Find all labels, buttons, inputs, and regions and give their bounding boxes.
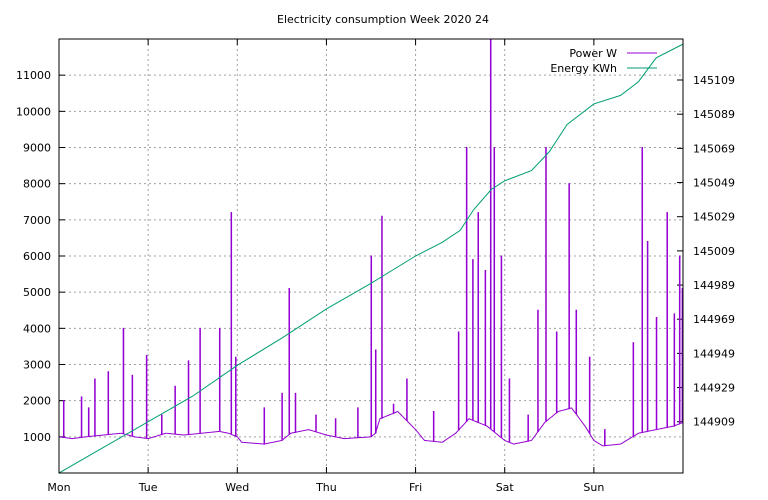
y-tick-label-right: 145109	[693, 74, 735, 87]
x-tick-label: Wed	[225, 481, 249, 494]
y-tick-label-right: 144929	[693, 382, 735, 395]
y-tick-label-right: 144969	[693, 313, 735, 326]
series-layer	[59, 39, 683, 473]
x-tick-label: Sat	[496, 481, 515, 494]
y-tick-label-left: 7000	[23, 214, 51, 227]
y-tick-label-left: 10000	[16, 105, 51, 118]
x-tick-label: Fri	[409, 481, 422, 494]
legend: Power W Energy KWh	[550, 47, 657, 75]
y-tick-label-left: 6000	[23, 250, 51, 263]
series-line-power	[59, 39, 683, 447]
y-tick-label-right: 145009	[693, 245, 735, 258]
series-line-energy	[59, 43, 683, 473]
chart-title: Electricity consumption Week 2020 24	[277, 13, 489, 26]
y-tick-label-left: 2000	[23, 395, 51, 408]
y-tick-label-left: 5000	[23, 286, 51, 299]
y-tick-label-left: 8000	[23, 178, 51, 191]
y-tick-label-left: 11000	[16, 69, 51, 82]
y-tick-label-right: 145049	[693, 177, 735, 190]
y-tick-label-left: 4000	[23, 322, 51, 335]
x-tick-label: Mon	[47, 481, 70, 494]
y-tick-label-left: 9000	[23, 142, 51, 155]
y-tick-label-right: 144949	[693, 347, 735, 360]
x-tick-label: Thu	[315, 481, 337, 494]
y-tick-label-right: 144909	[693, 416, 735, 429]
legend-label-energy: Energy KWh	[550, 62, 617, 75]
legend-label-power: Power W	[569, 47, 617, 60]
y-tick-label-right: 145069	[693, 142, 735, 155]
y-tick-label-right: 145029	[693, 211, 735, 224]
plot-frame	[58, 38, 684, 474]
x-tick-label: Sun	[583, 481, 604, 494]
x-tick-label: Tue	[138, 481, 158, 494]
y-tick-label-left: 1000	[23, 431, 51, 444]
axes: Mon Tue Wed Thu Fri Sat Sun 1000 2000 3000 4000 500…	[16, 39, 735, 494]
y-tick-label-right: 145089	[693, 108, 735, 121]
y-tick-label-left: 3000	[23, 359, 51, 372]
y-tick-label-right: 144989	[693, 279, 735, 292]
